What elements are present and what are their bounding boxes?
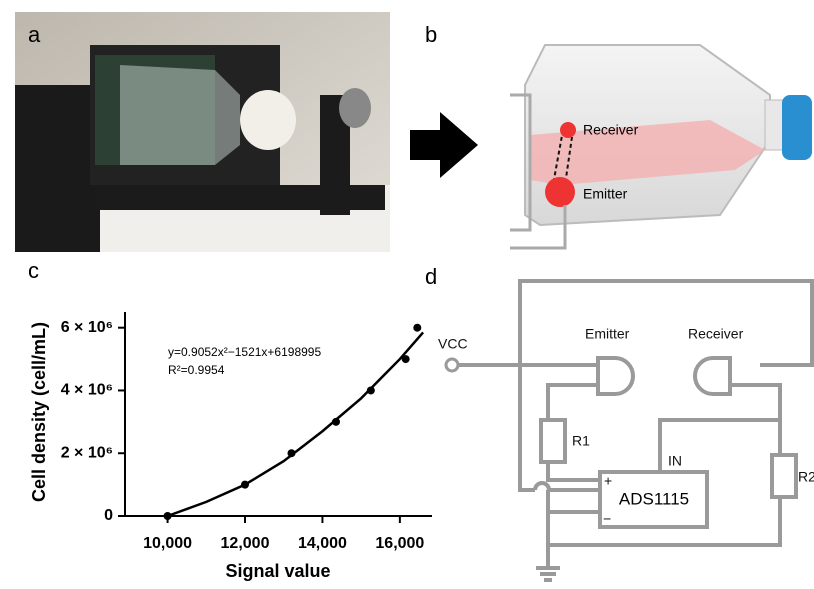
circuit [444, 279, 814, 582]
x-tick-label: 10,000 [143, 535, 192, 552]
chart: Signal value Cell density (cell/mL) y=0.… [29, 312, 432, 581]
data-point [366, 386, 375, 395]
circuit-label: Receiver [688, 326, 744, 342]
circuit-label: Emitter [585, 326, 630, 342]
diagram-label: Emitter [583, 186, 628, 202]
annotation: R²=0.9954 [168, 363, 225, 377]
y-tick-label: 6 × 10⁶ [61, 319, 113, 336]
chip-label: ADS1115 [619, 489, 689, 508]
panel-label: d [425, 264, 437, 289]
circuit-label: R1 [572, 433, 590, 449]
panel-label: b [425, 22, 437, 47]
data-point [401, 355, 410, 364]
y-axis-label: Cell density (cell/mL) [29, 322, 49, 502]
circuit-label: VCC [438, 336, 468, 352]
y-tick-label: 2 × 10⁶ [61, 444, 113, 461]
diagram-label: Receiver [583, 122, 639, 138]
x-tick-label: 14,000 [298, 535, 347, 552]
fit-line [167, 331, 425, 518]
y-tick-label: 0 [104, 507, 113, 524]
panel-label: a [28, 22, 41, 47]
x-tick-label: 12,000 [221, 535, 270, 552]
circuit-label: R2 [798, 469, 814, 485]
arrow [410, 112, 478, 178]
panel-label: c [28, 258, 39, 283]
photo [15, 12, 390, 252]
annotation: y=0.9052x²−1521x+6198995 [168, 345, 321, 359]
x-axis-label: Signal value [225, 561, 330, 581]
y-tick-label: 4 × 10⁶ [61, 382, 113, 399]
x-tick-label: 16,000 [375, 535, 424, 552]
circuit-label: + [604, 473, 612, 489]
data-point [413, 323, 422, 332]
circuit-label: IN [668, 453, 682, 469]
flask-diagram [510, 44, 812, 250]
circuit-label: − [603, 511, 611, 527]
